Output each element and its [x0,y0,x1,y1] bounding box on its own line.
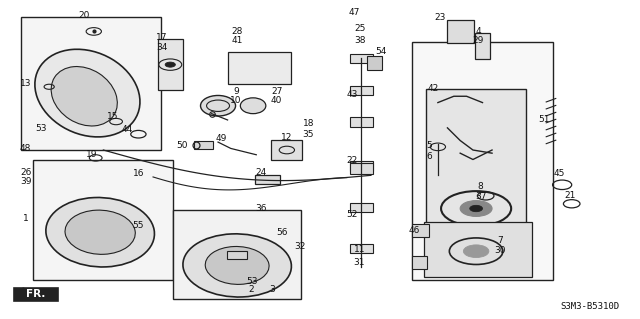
Ellipse shape [51,67,117,126]
Text: 16: 16 [132,169,144,178]
FancyBboxPatch shape [367,56,383,70]
Text: FR.: FR. [26,289,45,299]
Text: 32: 32 [294,242,305,251]
FancyBboxPatch shape [350,203,373,212]
Circle shape [463,245,489,257]
Text: 15: 15 [107,112,118,121]
Circle shape [470,205,483,212]
FancyBboxPatch shape [412,224,429,237]
Text: 45: 45 [553,169,564,178]
Text: 23: 23 [434,13,445,22]
Text: S3M3-B5310D: S3M3-B5310D [561,302,620,311]
Text: 12: 12 [280,133,292,142]
Text: 34: 34 [156,43,168,52]
FancyBboxPatch shape [476,33,490,59]
Ellipse shape [200,95,236,116]
Text: 13: 13 [20,79,31,88]
FancyBboxPatch shape [350,54,373,63]
Text: 46: 46 [408,226,420,235]
Ellipse shape [35,49,140,137]
FancyBboxPatch shape [227,251,247,259]
Text: 6: 6 [427,152,433,161]
Text: 2: 2 [248,285,254,294]
Text: 50: 50 [177,141,188,150]
FancyBboxPatch shape [228,52,291,84]
FancyBboxPatch shape [195,141,213,149]
Text: 26: 26 [20,168,31,177]
FancyBboxPatch shape [412,42,552,280]
Text: 18: 18 [303,119,314,128]
Circle shape [460,201,492,216]
Text: 22: 22 [346,156,358,165]
FancyBboxPatch shape [173,210,301,299]
Text: 37: 37 [475,192,486,201]
Polygon shape [157,39,183,90]
Text: 55: 55 [132,221,144,230]
Text: 11: 11 [354,245,365,254]
Text: 31: 31 [354,258,365,267]
FancyBboxPatch shape [426,89,526,265]
Ellipse shape [183,234,291,297]
FancyBboxPatch shape [20,17,161,150]
Text: 17: 17 [156,33,168,42]
Text: 49: 49 [216,134,227,144]
Text: 51: 51 [538,115,550,124]
Text: 7: 7 [497,236,502,245]
Text: 21: 21 [564,191,575,200]
Text: 48: 48 [20,144,31,153]
Text: 5: 5 [427,141,433,150]
Ellipse shape [205,247,269,284]
Text: 53: 53 [35,124,47,133]
Text: 25: 25 [355,24,366,33]
Text: 44: 44 [122,125,133,134]
FancyBboxPatch shape [33,160,173,280]
FancyBboxPatch shape [447,20,474,43]
Text: 1: 1 [23,213,28,222]
Text: 35: 35 [303,130,314,139]
Text: 53: 53 [246,277,257,286]
FancyBboxPatch shape [424,222,532,277]
Text: 9: 9 [233,87,239,96]
Text: 43: 43 [346,90,358,99]
Text: 40: 40 [271,97,282,106]
Text: 47: 47 [348,8,360,17]
Text: 27: 27 [271,87,282,96]
Text: 52: 52 [346,210,358,219]
Ellipse shape [241,98,266,114]
Ellipse shape [46,197,154,267]
Text: 39: 39 [20,177,31,186]
Text: 19: 19 [86,150,98,159]
Text: 24: 24 [256,168,267,177]
Text: 28: 28 [232,27,243,36]
FancyBboxPatch shape [350,161,373,171]
FancyBboxPatch shape [14,287,58,301]
Text: 30: 30 [494,246,506,255]
FancyBboxPatch shape [350,85,373,95]
FancyBboxPatch shape [271,140,302,160]
Text: 41: 41 [232,36,243,45]
Text: 3: 3 [269,285,275,294]
Text: 8: 8 [477,182,483,191]
FancyBboxPatch shape [350,117,373,127]
Circle shape [165,62,175,67]
FancyBboxPatch shape [350,244,373,253]
Ellipse shape [65,210,135,254]
Text: 36: 36 [255,204,267,213]
FancyBboxPatch shape [412,256,427,269]
Text: 56: 56 [276,228,287,237]
Text: 20: 20 [79,11,90,20]
FancyBboxPatch shape [350,163,373,174]
FancyBboxPatch shape [255,175,280,184]
Text: 38: 38 [355,36,366,45]
Text: 54: 54 [376,48,387,56]
Text: 42: 42 [428,84,439,93]
Text: 29: 29 [472,36,484,45]
Text: 10: 10 [230,97,242,106]
Text: 4: 4 [476,27,481,36]
